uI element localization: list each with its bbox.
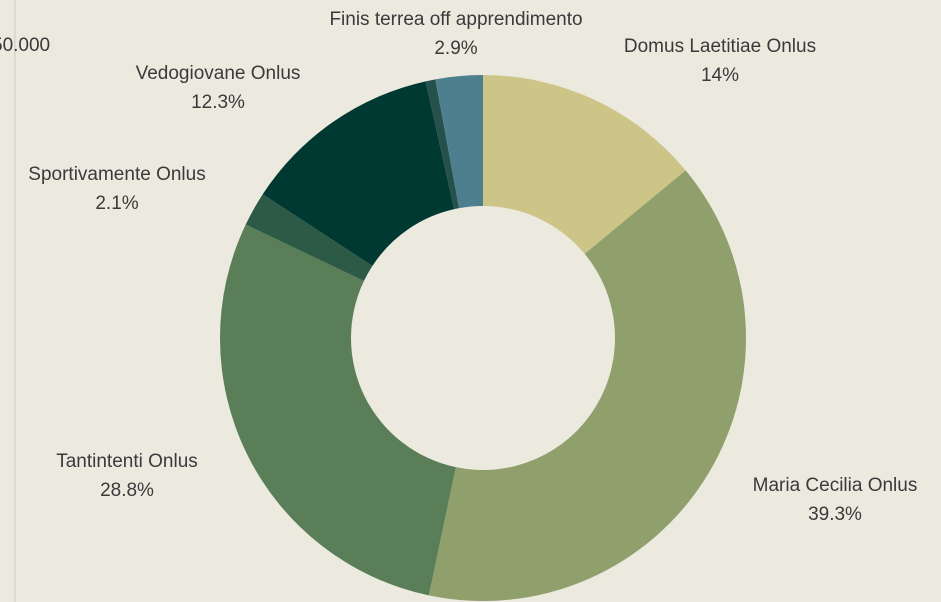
donut-slice [262,81,455,266]
slice-label: Maria Cecilia Onlus [753,475,918,496]
slice-label: Finis terrea off apprendimento [329,9,582,30]
donut-slice [245,194,373,282]
slice-value-label: 2.9% [434,38,477,59]
slice-value-label: 14% [701,65,739,86]
donut-slice [220,224,456,596]
slice-value-label: 28.8% [100,480,154,501]
slice-value-label: 2.1% [95,193,138,214]
donut-slice [425,79,460,210]
slice-value-label: 39.3% [808,504,862,525]
slice-label: Tantintenti Onlus [56,451,198,472]
slice-label: Domus Laetitiae Onlus [624,36,816,57]
axis-fragment-label: 50.000 [0,35,50,56]
slice-label: Vedogiovane Onlus [136,63,301,84]
donut-slice [435,75,483,209]
slice-label: Sportivamente Onlus [28,164,205,185]
donut-slice [428,170,746,602]
donut-slice [483,75,686,254]
slice-value-label: 12.3% [191,92,245,113]
